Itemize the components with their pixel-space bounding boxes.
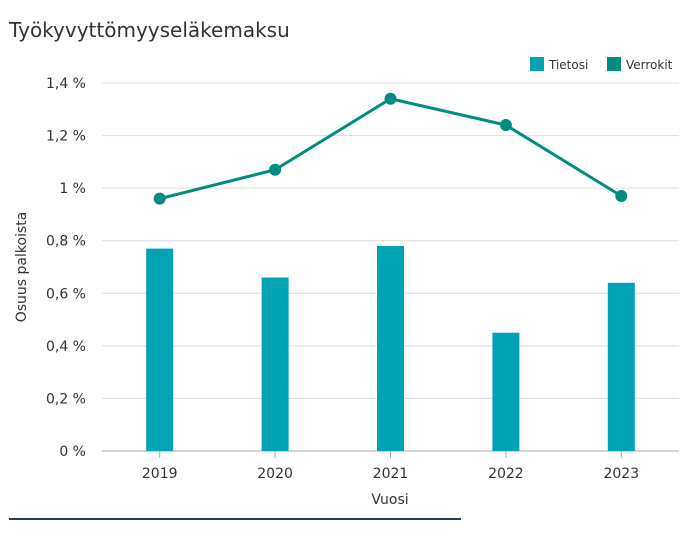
bar-tietosi[interactable] bbox=[607, 282, 635, 451]
legend-label[interactable]: Tietosi bbox=[548, 58, 588, 72]
point-verrokit[interactable] bbox=[269, 163, 282, 176]
line-verrokit bbox=[159, 97, 623, 201]
y-tick-label: 1,4 % bbox=[46, 76, 86, 92]
point-verrokit[interactable] bbox=[615, 190, 628, 203]
x-tick-label: 2021 bbox=[373, 466, 409, 482]
bar-tietosi[interactable] bbox=[261, 277, 289, 451]
y-tick-label: 1,2 % bbox=[46, 129, 86, 145]
x-tick-label: 2023 bbox=[603, 466, 639, 482]
y-tick-label: 0,4 % bbox=[46, 339, 86, 355]
y-axis-ticks: 0 % 0,2 % 0,4 % 0,6 % 0,8 % 1 % 1,2 % 1,4 % bbox=[46, 76, 86, 460]
x-axis-ticks: 2019 2020 2021 2022 2023 bbox=[142, 451, 639, 482]
y-tick-label: 1 % bbox=[59, 181, 86, 197]
x-tick-label: 2020 bbox=[257, 466, 293, 482]
bar-tietosi[interactable] bbox=[377, 245, 404, 451]
legend-swatch bbox=[607, 57, 621, 71]
y-tick-label: 0,6 % bbox=[46, 286, 86, 302]
bar-tietosi[interactable] bbox=[492, 332, 520, 451]
y-tick-label: 0 % bbox=[59, 444, 86, 460]
legend-label[interactable]: Verrokit bbox=[626, 58, 673, 72]
legend: Tietosi Verrokit bbox=[530, 57, 673, 72]
y-tick-label: 0,8 % bbox=[46, 234, 86, 250]
x-tick-label: 2022 bbox=[488, 466, 524, 482]
x-tick-label: 2019 bbox=[142, 466, 178, 482]
point-verrokit[interactable] bbox=[153, 192, 166, 205]
bar-series bbox=[146, 245, 635, 451]
bar-tietosi[interactable] bbox=[146, 248, 174, 451]
x-axis-title: Vuosi bbox=[371, 492, 408, 508]
chart-title: Työkyvyttömyyseläkemaksu bbox=[9, 18, 290, 42]
y-tick-label: 0,2 % bbox=[46, 391, 86, 407]
line-series bbox=[153, 92, 628, 205]
footer-rule bbox=[9, 518, 461, 520]
point-verrokit[interactable] bbox=[499, 119, 512, 132]
y-axis-title: Osuus palkoista bbox=[14, 212, 30, 323]
legend-swatch bbox=[530, 57, 544, 71]
point-verrokit[interactable] bbox=[384, 92, 397, 105]
